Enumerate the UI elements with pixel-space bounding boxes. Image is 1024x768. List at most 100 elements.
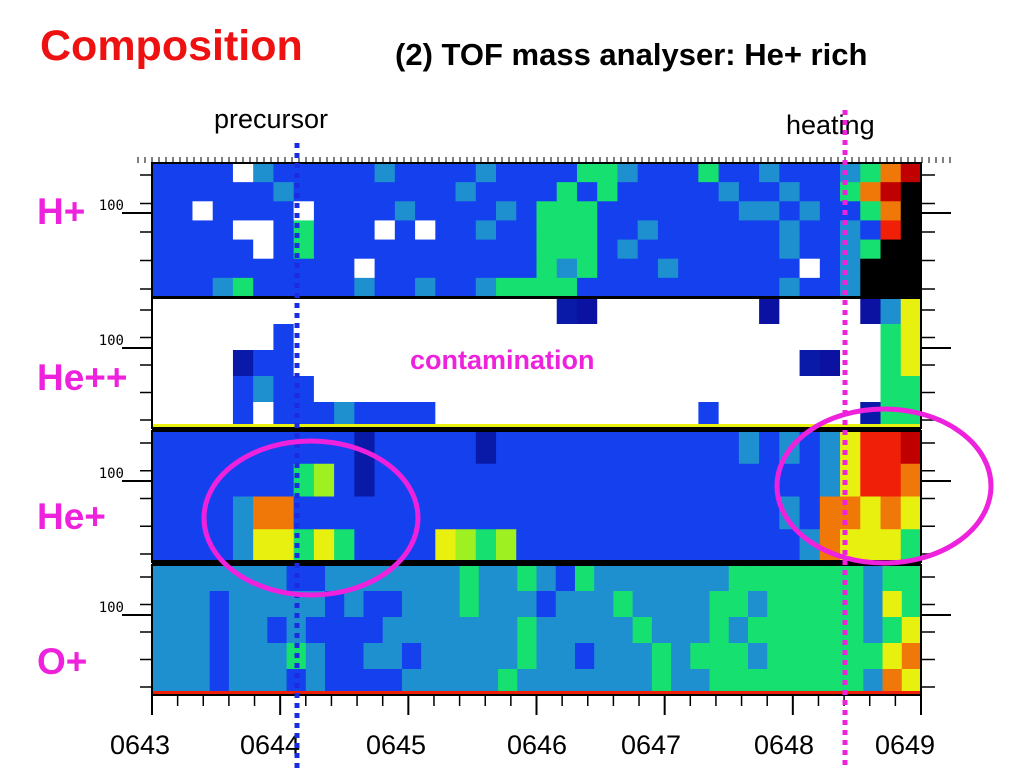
heatmap-cell [657,350,679,377]
heatmap-cell [496,496,517,530]
heatmap-cell [475,201,497,222]
heatmap-cell [759,298,780,325]
heatmap-cell [248,591,268,618]
heatmap-cell [171,643,192,670]
heatmap-cell [313,376,335,403]
heatmap-cell [273,201,295,222]
heatmap-cell [172,402,194,429]
heatmap-cell [617,163,639,183]
x-tick-label: 0649 [875,730,935,760]
heatmap-cell [718,463,740,498]
heatmap-cell [212,376,234,403]
heatmap-cell [617,298,639,325]
heatmap-cell [374,324,396,351]
heatmap-cell [556,496,578,530]
heatmap-cell [374,402,396,429]
y-tick-label: 100 [99,600,124,616]
heatmap-cell [657,376,679,403]
heatmap-cell [901,591,922,618]
heatmap-cell [152,376,173,403]
heatmap-cell [344,669,365,696]
heatmap-cell [698,463,720,498]
heatmap-cell [799,239,821,260]
heatmap-cell [698,277,720,298]
heatmap-cell [799,431,821,465]
heatmap-cell [597,277,619,298]
heatmap-cell [819,376,841,403]
heatmap-cell [536,565,557,592]
heatmap-cell [496,324,517,351]
heatmap-cell [613,591,634,618]
heatmap-cell [334,324,355,351]
heatmap-cell [799,496,821,530]
heatmap-cell [536,617,557,644]
heatmap-cell [824,565,845,592]
heatmap-cell [455,431,477,465]
heatmap-cell [517,643,538,670]
heatmap-cell [637,376,659,403]
heatmap-cell [718,220,740,241]
heatmap-cell [805,565,826,592]
heatmap-cell [880,298,902,325]
heatmap-cell [152,298,173,325]
heatmap-cell [172,529,194,563]
heatmap-cell [455,277,477,298]
heatmap-cell [212,529,234,563]
heatmap-cell [536,324,558,351]
heatmap-cell [880,277,902,298]
heatmap-cell [435,201,457,222]
heatmap-cell [440,617,461,644]
heatmap-cell [576,163,598,183]
heatmap-cell [536,529,558,563]
heatmap-cell [516,529,538,563]
heatmap-cell [709,669,730,696]
heatmap-cell [171,617,192,644]
heatmap-cell [698,201,720,222]
heatmap-cell [152,201,173,222]
heatmap-cell [374,239,396,260]
heatmap-cell [819,258,841,279]
heatmap-cell [401,617,422,644]
heatmap-cell [632,591,653,618]
heatmap-cell [267,591,288,618]
heatmap-cell [394,298,416,325]
heatmap-cell [354,201,376,222]
heatmap-cell [334,163,355,183]
heatmap-cell [819,298,841,325]
heatmap-cell [799,220,821,241]
heatmap-cell [475,324,497,351]
heatmap-cell [171,669,192,696]
heatmap-cell [172,463,194,498]
heatmap-cell [334,239,355,260]
heatmap-cell [597,496,619,530]
heatmap-cell [498,565,518,592]
x-tick-label: 0648 [754,730,814,760]
heatmap-cell [900,258,922,279]
heatmap-cell [374,182,396,202]
heatmap-cell [253,463,275,498]
heatmap-cell [617,324,639,351]
heatmap-cell [576,220,598,241]
heatmap-cell [354,496,376,530]
x-tick-label: 0644 [240,730,300,760]
heatmap-cell [435,182,457,202]
heatmap-cell [478,669,499,696]
heatmap-cell [597,529,619,563]
heatmap-cell [313,220,335,241]
heatmap-cell [556,324,578,351]
heatmap-cell [498,617,518,644]
heatmap-cell [747,643,768,670]
y-tick-label: 100 [99,466,124,482]
heatmap-cell [293,463,315,498]
heatmap-cell [273,463,295,498]
heatmap-cell [900,220,922,241]
heatmap-cell [747,617,768,644]
heatmap-cell [415,182,436,202]
heatmap-cell [747,669,768,696]
heatmap-cell [738,182,760,202]
heatmap-cell [152,350,173,377]
heatmap-cell [382,669,403,696]
heatmap-cell [805,591,826,618]
heatmap-cell [678,182,699,202]
heatmap-cell [698,402,720,429]
